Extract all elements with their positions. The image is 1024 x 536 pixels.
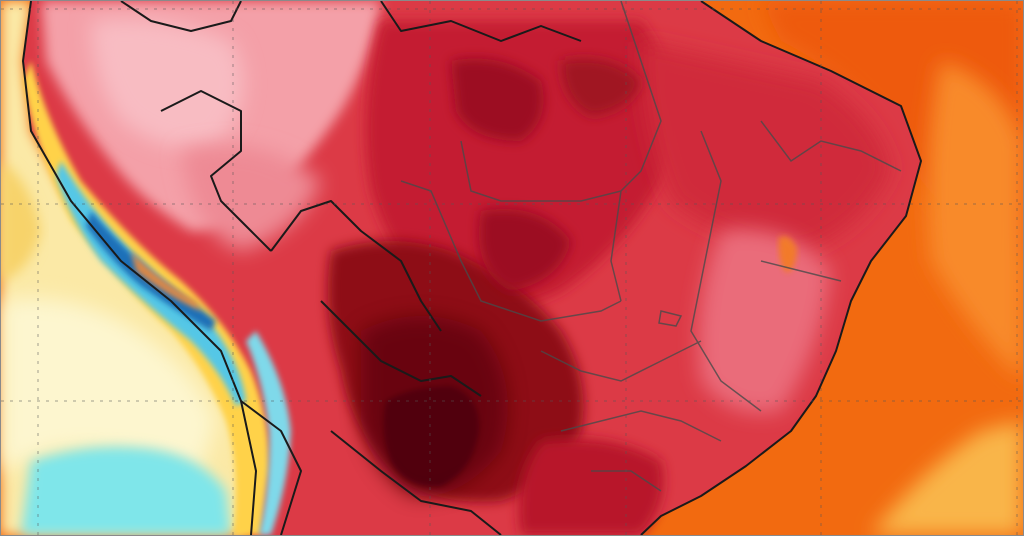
pacific-yellow-north — [1, 161, 41, 281]
state-line-9 — [760, 260, 842, 282]
andes-orange-edge — [131, 251, 201, 311]
state-line-10 — [658, 310, 683, 327]
coastline-atlantic — [640, 1, 922, 535]
border-colombia-peru — [120, 1, 242, 32]
north-dark-red-patch — [451, 58, 544, 141]
amazon-pink-lighter — [91, 18, 244, 148]
border-venezuela-brazil — [380, 1, 582, 42]
border-bolivia-paraguay — [320, 300, 482, 397]
state-line-4 — [690, 130, 762, 412]
country-borders — [22, 1, 922, 535]
state-line-2 — [610, 1, 662, 302]
state-line-6 — [540, 340, 702, 382]
state-line-3 — [400, 180, 622, 322]
state-line-5 — [760, 120, 902, 172]
andes-cyan-south — [246, 331, 291, 535]
atlantic-light-band — [927, 61, 1023, 381]
atlantic-south-yellow — [871, 421, 1023, 535]
northeast-red-zone — [641, 41, 891, 251]
east-coast-pink-zone — [698, 229, 831, 413]
state-line-7 — [560, 410, 722, 442]
coastline-pacific — [22, 1, 257, 535]
border-peru-brazil — [160, 90, 272, 252]
border-argentina-chile — [240, 400, 302, 535]
pacific-cyan-zone — [21, 446, 231, 535]
state-line-1 — [460, 140, 622, 202]
south-crimson-zone — [518, 438, 664, 535]
state-borders — [400, 1, 902, 492]
northeast-orange-spot — [778, 236, 797, 273]
border-bolivia-brazil — [270, 200, 442, 332]
center-dark-red-patch — [479, 209, 571, 291]
east-dark-red-patch — [561, 58, 641, 116]
pacific-cream-zone — [1, 298, 216, 471]
hotspot-halo — [361, 316, 508, 497]
state-line-8 — [591, 470, 662, 492]
border-argentina-paraguay — [330, 430, 502, 535]
